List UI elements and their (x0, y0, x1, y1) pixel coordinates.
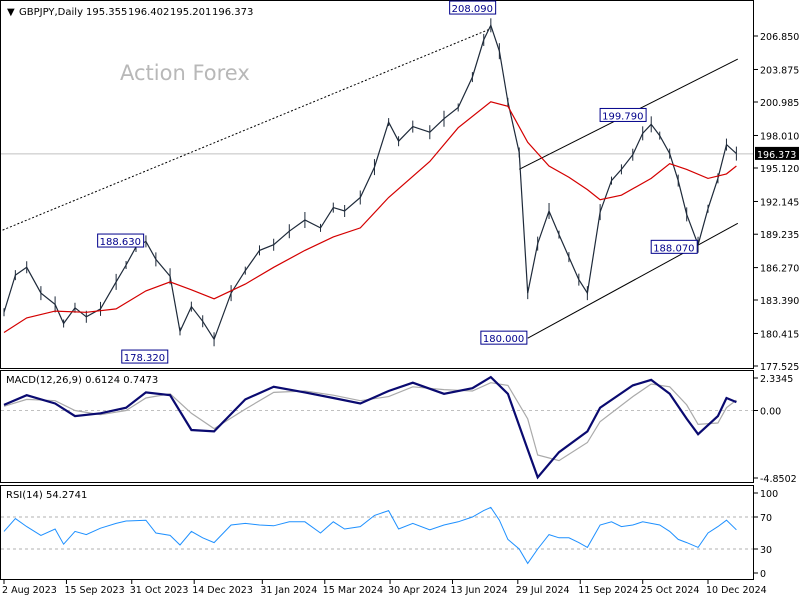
price-axis-label: 183.390 (760, 296, 799, 307)
macd-axis-label: 2.3345 (760, 374, 793, 385)
price-header: ▼ GBPJPY,Daily 195.355 196.402 195.201 1… (7, 7, 253, 18)
price-annotation-label: 188.070 (653, 243, 694, 254)
trendline (527, 222, 739, 339)
price-annotation-label: 180.000 (483, 334, 524, 345)
price-axis-label: 180.415 (760, 329, 799, 340)
price-line (3, 23, 737, 341)
x-axis-label: 2 Aug 2023 (2, 585, 57, 596)
x-axis-label: 30 Apr 2024 (388, 585, 447, 596)
ohlc-close: 196.373 (212, 7, 253, 18)
price-annotation-label: 199.790 (602, 111, 643, 122)
rsi-axis-label: 30 (760, 545, 772, 556)
x-axis-label: 31 Jan 2024 (260, 585, 317, 596)
rsi-panel-frame (0, 485, 754, 580)
trendline (2, 28, 492, 231)
price-annotation-label: 208.090 (452, 4, 493, 15)
macd-axis-label: 0.00 (760, 406, 781, 417)
ohlc-open: 195.355 (86, 7, 127, 18)
current-price-box (755, 146, 799, 160)
price-annotation-box (480, 330, 528, 345)
header-arrow-icon: ▼ (7, 7, 15, 18)
price-annotation-label: 178.320 (124, 353, 165, 364)
rsi-line (3, 506, 737, 565)
x-axis-label: 15 Sep 2023 (64, 585, 124, 596)
price-axis-label: 200.985 (760, 98, 799, 109)
x-axis-label: 15 Mar 2024 (323, 585, 383, 596)
symbol-label: GBPJPY,Daily (19, 7, 83, 18)
series-layer (3, 18, 737, 565)
rsi-axis-label: 0 (760, 569, 766, 580)
rsi-axis-label: 100 (760, 489, 778, 500)
price-annotation-box (599, 107, 647, 122)
x-axis-label: 25 Oct 2024 (641, 585, 700, 596)
price-axis-label: 195.120 (760, 164, 799, 175)
price-annotation-box (650, 239, 698, 254)
x-axis-label: 10 Dec 2024 (706, 585, 767, 596)
ohlc-high: 196.402 (128, 7, 169, 18)
price-axis-label: 192.145 (760, 197, 799, 208)
current-price-label: 196.373 (757, 150, 796, 161)
static-layer (1, 28, 758, 584)
x-axis-label: 31 Oct 2023 (130, 585, 189, 596)
price-annotation-label: 188.630 (100, 237, 141, 248)
macd-line (3, 375, 737, 480)
macd-title: MACD(12,26,9) 0.6124 0.7473 (6, 375, 158, 386)
macd-panel-frame (0, 370, 754, 483)
price-axis-label: 186.270 (760, 264, 799, 275)
price-annotation-box (97, 233, 145, 248)
macd-axis-label: -4.8502 (760, 474, 797, 485)
price-axis-label: 177.525 (760, 362, 799, 373)
price-annotation-box (121, 349, 169, 364)
price-axis-label: 198.010 (760, 131, 799, 142)
price-axis-label: 203.875 (760, 65, 799, 76)
rsi-title: RSI(14) 54.2741 (6, 490, 87, 501)
x-axis-label: 11 Sep 2024 (578, 585, 638, 596)
price-axis-label: 206.850 (760, 32, 799, 43)
price-panel-frame (0, 0, 754, 369)
x-axis-label: 13 Jun 2024 (451, 585, 508, 596)
watermark: Action Forex (120, 61, 250, 85)
x-axis-label: 14 Dec 2023 (192, 585, 253, 596)
moving-average-line (3, 101, 737, 334)
x-axis-label: 29 Jul 2024 (516, 585, 570, 596)
rsi-axis-label: 70 (760, 513, 772, 524)
price-annotation-box (449, 0, 497, 15)
price-axis-label: 189.235 (760, 230, 799, 241)
ohlc-low: 195.201 (170, 7, 211, 18)
